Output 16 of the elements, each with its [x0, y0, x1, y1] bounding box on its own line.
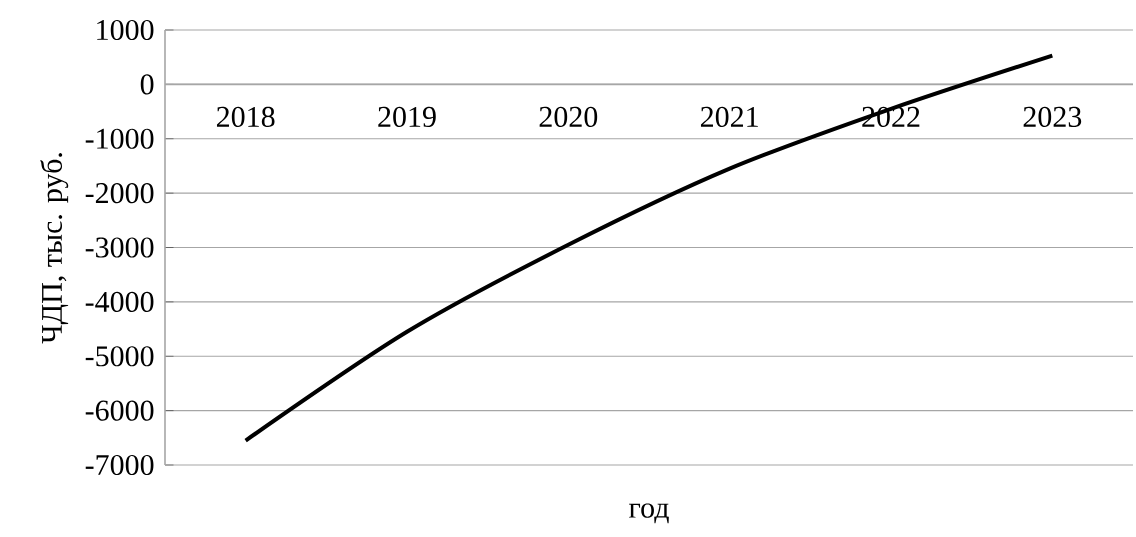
x-tick-label: 2023 — [1023, 106, 1082, 128]
x-tick-label: 2020 — [539, 106, 598, 128]
y-tick-label: -6000 — [85, 400, 154, 421]
x-tick-label: 2019 — [378, 106, 436, 128]
y-tick-label: -4000 — [85, 291, 154, 312]
y-tick-label: 1000 — [97, 19, 154, 41]
y-axis-title: ЧДП, тыс. руб. — [40, 153, 69, 344]
y-tick-label: -3000 — [85, 237, 154, 258]
y-tick-label: -2000 — [85, 183, 154, 204]
y-tick-label: -7000 — [85, 454, 154, 476]
x-tick-label: 2021 — [700, 106, 758, 128]
y-tick-label: -1000 — [85, 128, 154, 149]
x-axis-title: год — [629, 503, 669, 524]
y-tick-label: -5000 — [85, 346, 154, 367]
y-tick-label: 0 — [140, 74, 154, 95]
x-tick-label: 2018 — [216, 106, 275, 128]
